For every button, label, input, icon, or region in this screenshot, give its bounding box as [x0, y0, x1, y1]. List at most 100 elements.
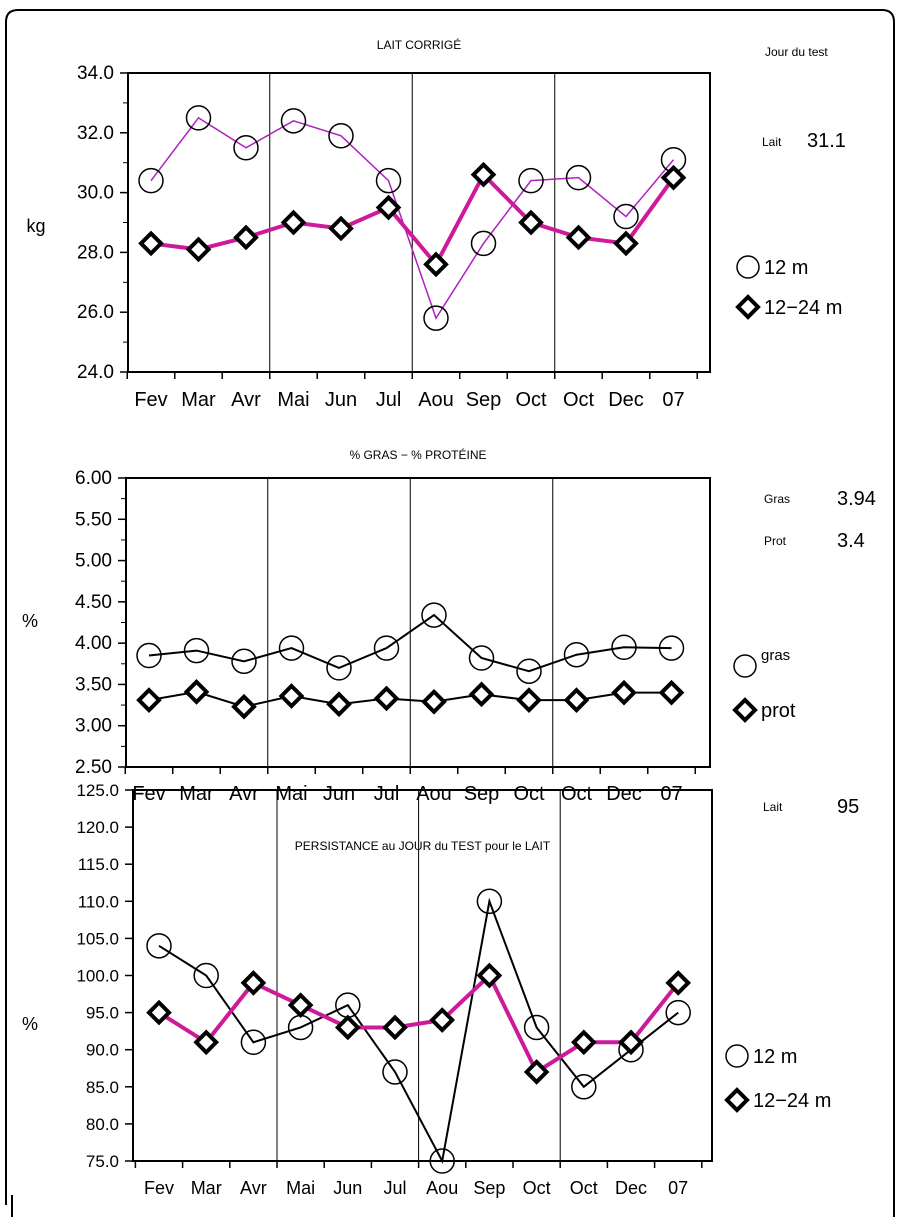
y-tick-label: 6.00 [75, 468, 112, 489]
series-line-a [150, 116, 675, 320]
lait-persistance-label: Lait [763, 800, 783, 814]
x-tick-label: Jun [323, 783, 355, 805]
jour-du-test-label: Jour du test [765, 45, 828, 59]
data-point-circle [516, 658, 542, 684]
y-tick-label: 100.0 [76, 967, 119, 986]
gras-value: 3.94 [837, 488, 876, 510]
data-point-circle [470, 230, 497, 257]
series-line-a [158, 897, 679, 1165]
legend-circle-icon [725, 1044, 749, 1068]
data-point-circle [328, 123, 354, 149]
legend-label: gras [761, 647, 790, 664]
data-point-diamond [665, 970, 692, 996]
data-point-diamond [382, 1014, 408, 1041]
y-tick-label: 90.0 [86, 1041, 119, 1060]
data-point-diamond [518, 209, 544, 236]
x-tick-label: Dec [615, 1178, 647, 1198]
y-tick-label: 28.0 [77, 242, 114, 263]
y-tick-label: 5.00 [75, 551, 112, 572]
y-tick-label: 110.0 [78, 892, 119, 911]
x-tick-label: Oct [515, 389, 547, 411]
y-tick-label: 32.0 [77, 123, 114, 144]
data-point-circle [611, 634, 637, 661]
y-tick-label: 75.0 [86, 1152, 119, 1171]
legend-label: 12 m [764, 257, 808, 279]
x-tick-label: Mar [181, 389, 216, 411]
legend-label: prot [761, 700, 796, 722]
series-line-a [148, 613, 672, 673]
y-tick-label: 3.00 [75, 716, 112, 737]
data-point-circle [373, 635, 400, 661]
lait-value: 31.1 [807, 130, 846, 152]
data-point-circle [523, 1014, 550, 1041]
legend-label: 12−24 m [753, 1090, 831, 1112]
data-point-diamond [328, 215, 354, 242]
x-tick-label: Fev [144, 1178, 174, 1198]
y-tick-label: 24.0 [77, 362, 114, 383]
data-point-diamond [423, 251, 449, 278]
data-point-circle [138, 167, 164, 194]
data-point-diamond [231, 693, 257, 720]
y-axis-label: % [22, 611, 38, 631]
data-point-circle [518, 167, 544, 194]
data-point-diamond [280, 209, 307, 236]
data-point-circle [233, 135, 259, 161]
x-tick-label: 07 [668, 1178, 688, 1198]
data-point-circle [193, 962, 219, 989]
legend-circle-icon [736, 255, 760, 279]
data-point-circle [658, 635, 685, 661]
y-tick-label: 34.0 [77, 63, 114, 84]
legend-label: 12 m [753, 1046, 797, 1068]
x-tick-label: Mai [275, 783, 307, 805]
x-tick-label: Jun [325, 389, 357, 411]
data-point-diamond [523, 1059, 550, 1085]
data-point-circle [146, 933, 172, 959]
data-point-diamond [334, 1014, 361, 1041]
lait-persistance-value: 95 [837, 796, 860, 818]
data-point-circle [136, 642, 162, 669]
data-point-diamond [613, 230, 639, 257]
data-point-circle [185, 105, 212, 131]
y-tick-label: 115.0 [78, 855, 119, 874]
legend-diamond-icon [732, 697, 758, 723]
data-point-diamond [611, 679, 637, 706]
data-point-diamond [658, 679, 685, 706]
data-point-diamond [193, 1029, 220, 1056]
data-point-diamond [373, 685, 400, 712]
x-tick-label: Sep [464, 783, 500, 805]
data-point-diamond [278, 683, 305, 709]
x-tick-label: Oct [523, 1178, 551, 1198]
data-point-circle [613, 203, 639, 230]
x-tick-label: Dec [608, 389, 644, 411]
data-point-diamond [660, 164, 687, 191]
y-tick-label: 4.50 [75, 592, 112, 613]
y-axis-label: % [22, 1014, 38, 1034]
x-tick-label: Jun [333, 1178, 362, 1198]
x-tick-label: Dec [606, 783, 642, 805]
chart-title: % GRAS − % PROTÉINE [349, 447, 486, 462]
legend-diamond-icon [724, 1087, 750, 1113]
data-point-diamond [563, 687, 590, 713]
y-tick-label: 26.0 [77, 302, 114, 323]
data-point-diamond [326, 691, 352, 718]
data-point-diamond [470, 161, 497, 188]
x-tick-label: Aou [416, 783, 452, 805]
gras-label: Gras [764, 492, 791, 506]
x-tick-label: Aou [418, 389, 454, 411]
data-point-diamond [185, 236, 212, 263]
data-point-circle [421, 602, 447, 628]
y-tick-label: 5.50 [75, 509, 112, 530]
data-point-diamond [565, 224, 592, 251]
prot-value: 3.4 [837, 530, 865, 552]
data-point-diamond [421, 688, 447, 715]
y-tick-label: 105.0 [76, 929, 119, 948]
data-point-circle [375, 167, 402, 194]
x-tick-label: Mar [179, 783, 214, 805]
data-point-diamond [146, 999, 172, 1026]
x-tick-label: Fev [134, 389, 167, 411]
y-tick-label: 120.0 [76, 818, 119, 837]
data-point-diamond [516, 687, 542, 713]
